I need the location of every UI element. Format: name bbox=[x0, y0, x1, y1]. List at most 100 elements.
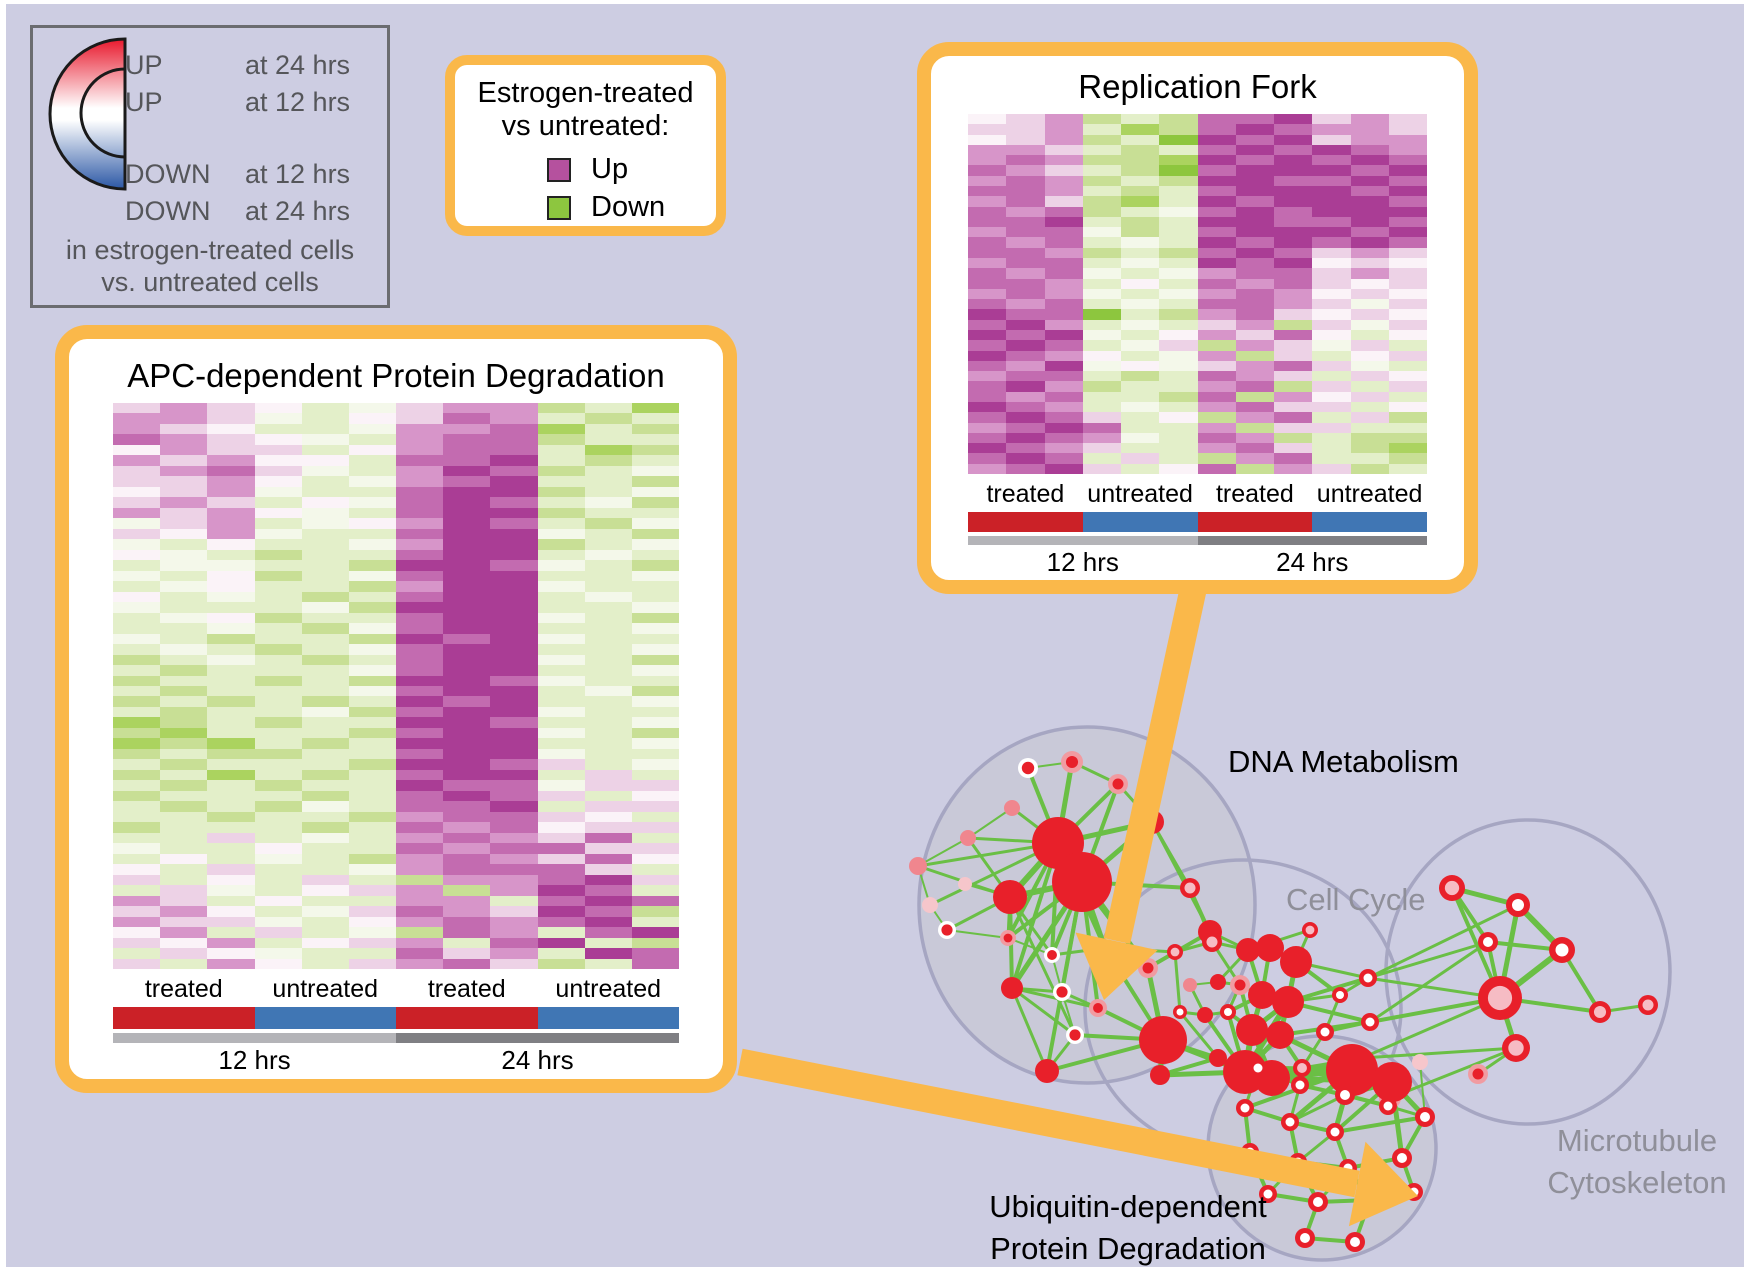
network-edge bbox=[1010, 986, 1100, 1010]
heatmap-cell bbox=[160, 444, 208, 456]
ubiquitin-label-line2: Protein Degradation bbox=[990, 1230, 1266, 1266]
heatmap-cell bbox=[1159, 329, 1198, 341]
heatmap-cell bbox=[1235, 144, 1274, 156]
heatmap-cell bbox=[584, 738, 632, 749]
heatmap-cell bbox=[584, 623, 632, 634]
heatmap-cell bbox=[537, 654, 585, 666]
heatmap-cell bbox=[537, 801, 585, 812]
heatmap-cell bbox=[254, 717, 302, 728]
heatmap-cell bbox=[1235, 124, 1274, 135]
heatmap-cell bbox=[1082, 350, 1121, 361]
heatmap-cell bbox=[1350, 165, 1389, 176]
heatmap-cell bbox=[584, 560, 632, 571]
network-node bbox=[1412, 1054, 1428, 1070]
heatmap-cell bbox=[968, 185, 1007, 197]
heatmap-cell bbox=[1350, 175, 1389, 186]
heatmap-cell bbox=[301, 644, 349, 655]
heatmap-cell bbox=[301, 423, 349, 435]
heatmap-cell bbox=[301, 455, 349, 466]
heatmap-cell bbox=[1312, 134, 1351, 145]
heatmap-cell bbox=[1044, 134, 1083, 145]
heatmap-cell bbox=[301, 916, 349, 928]
heatmap-cell bbox=[1082, 134, 1121, 145]
heatmap-cell bbox=[396, 717, 444, 728]
network-edge bbox=[946, 929, 1009, 939]
heatmap-cell bbox=[490, 696, 538, 707]
heatmap-cell bbox=[1312, 257, 1351, 269]
heatmap-cell bbox=[584, 843, 632, 854]
heatmap-cell bbox=[301, 570, 349, 582]
heatmap-cell bbox=[1350, 432, 1389, 444]
heatmap-cell bbox=[1197, 453, 1236, 464]
heatmap-cell bbox=[443, 874, 491, 886]
heatmap-cell bbox=[1197, 422, 1236, 433]
heatmap-cell bbox=[1006, 371, 1045, 382]
network-node-center bbox=[1444, 880, 1460, 896]
rf-group-labels: treated untreated treated untreated bbox=[968, 480, 1427, 509]
heatmap-cell bbox=[396, 539, 444, 550]
heatmap-cell bbox=[1159, 453, 1198, 464]
heatmap-cell bbox=[254, 403, 302, 414]
heatmap-cell bbox=[968, 206, 1007, 217]
network-node bbox=[1035, 1059, 1059, 1083]
heatmap-cell bbox=[1044, 278, 1083, 289]
heatmap-cell bbox=[537, 644, 585, 655]
heatmap-cell bbox=[1082, 165, 1121, 176]
heatmap-cell bbox=[490, 885, 538, 896]
heatmap-cell bbox=[1388, 381, 1427, 392]
group-label-untreated-24: untreated bbox=[1316, 480, 1423, 508]
heatmap-cell bbox=[254, 591, 302, 603]
heatmap-cell bbox=[631, 727, 679, 739]
heatmap-cell bbox=[537, 916, 585, 928]
heatmap-cell bbox=[631, 748, 679, 760]
heatmap-cell bbox=[348, 937, 396, 949]
heatmap-cell bbox=[443, 706, 491, 718]
ring-legend-up24-dir: UP bbox=[125, 50, 163, 80]
heatmap-cell bbox=[1312, 329, 1351, 341]
heatmap-cell bbox=[207, 822, 255, 833]
heatmap-cell bbox=[1235, 247, 1274, 258]
heatmap-cell bbox=[537, 769, 585, 781]
rf-time-labels: 12 hrs 24 hrs bbox=[968, 547, 1427, 578]
heatmap-cell bbox=[537, 507, 585, 519]
heatmap-cell bbox=[254, 476, 302, 487]
heatmap-cell bbox=[1159, 134, 1198, 145]
heatmap-cell bbox=[348, 403, 396, 414]
heatmap-cell bbox=[1274, 196, 1313, 207]
network-node-center bbox=[1487, 985, 1513, 1011]
heatmap-cell bbox=[1312, 443, 1351, 454]
heatmap-cell bbox=[631, 465, 679, 477]
heatmap-cell bbox=[1388, 124, 1427, 135]
network-node-center bbox=[1472, 1068, 1484, 1080]
heatmap-cell bbox=[1274, 463, 1313, 474]
heatmap-cell bbox=[631, 581, 679, 592]
heatmap-cell bbox=[254, 895, 302, 907]
heatmap-cell bbox=[348, 633, 396, 645]
heatmap-cell bbox=[348, 507, 396, 519]
heatmap-cell bbox=[1006, 134, 1045, 145]
heatmap-cell bbox=[1159, 412, 1198, 423]
heatmap-cell bbox=[631, 486, 679, 498]
heatmap-cell bbox=[631, 686, 679, 697]
heatmap-cell bbox=[1082, 329, 1121, 341]
network-edge bbox=[1288, 1093, 1347, 1124]
heatmap-cell bbox=[443, 560, 491, 571]
heatmap-cell bbox=[254, 790, 302, 802]
heatmap-cell bbox=[396, 581, 444, 592]
heatmap-cell bbox=[1006, 175, 1045, 186]
heatmap-cell bbox=[584, 539, 632, 550]
network-edge bbox=[1360, 996, 1502, 1060]
heatmap-cell bbox=[537, 811, 585, 823]
heatmap-cell bbox=[1388, 412, 1427, 423]
heatmap-cell bbox=[1082, 257, 1121, 269]
heatmap-cell bbox=[1159, 155, 1198, 166]
heatmap-cell bbox=[537, 717, 585, 728]
heatmap-cell bbox=[160, 486, 208, 498]
heatmap-cell bbox=[113, 633, 161, 645]
heatmap-cell bbox=[160, 434, 208, 445]
heatmap-cell bbox=[968, 216, 1007, 228]
heatmap-cell bbox=[1006, 340, 1045, 351]
heatmap-cell bbox=[1159, 227, 1198, 238]
heatmap-cell bbox=[1197, 463, 1236, 474]
heatmap-cell bbox=[348, 570, 396, 582]
